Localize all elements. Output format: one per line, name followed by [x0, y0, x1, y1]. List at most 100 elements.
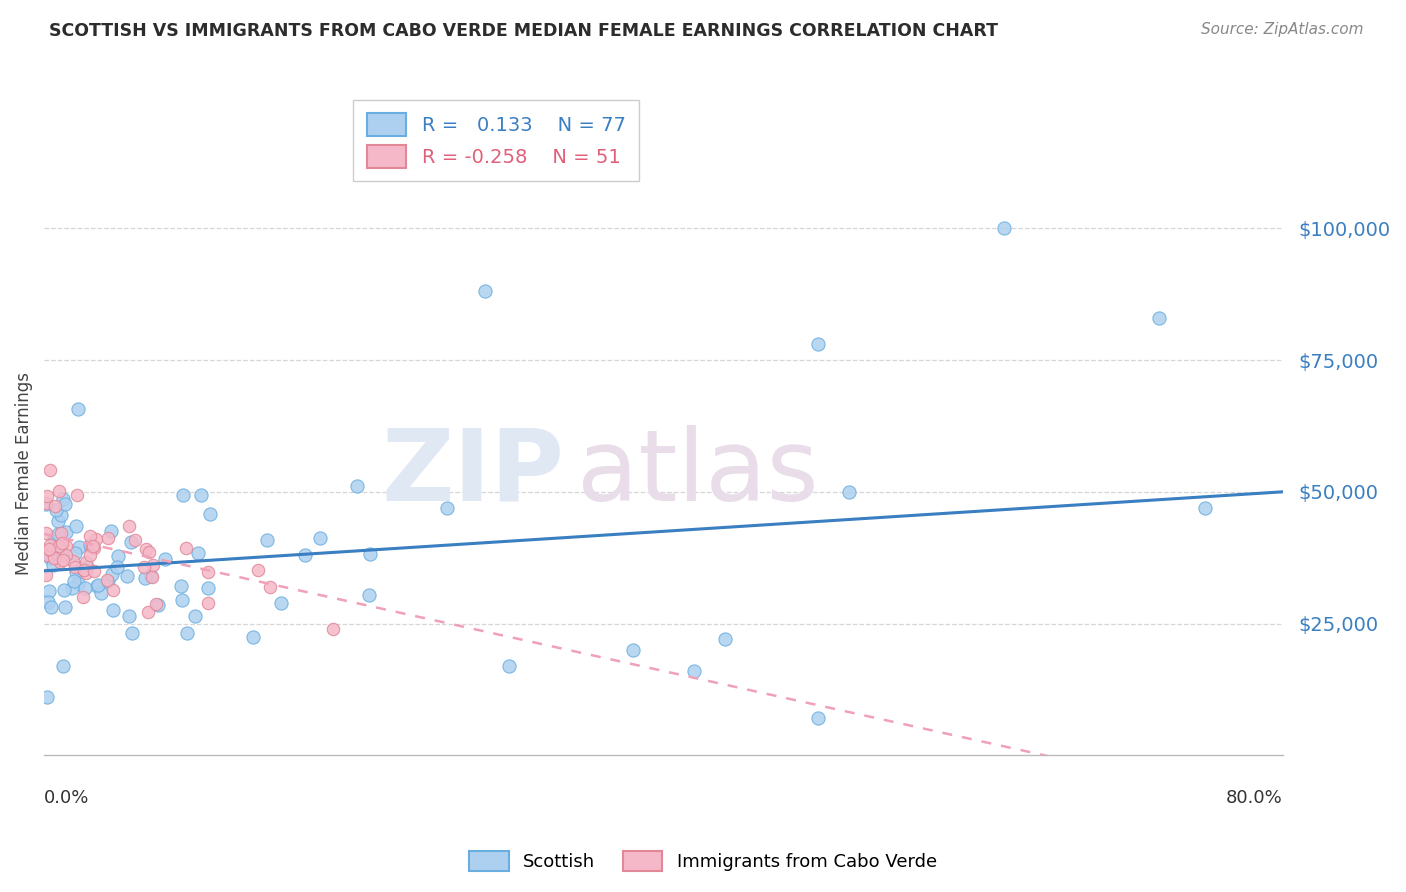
Point	[170, 578, 193, 592]
Point	[79, 538, 101, 552]
Y-axis label: Median Female Earnings: Median Female Earnings	[15, 372, 32, 574]
Point	[90, 585, 112, 599]
Point	[118, 609, 141, 624]
Point	[82, 540, 104, 554]
Point	[73, 563, 96, 577]
Text: 0.0%: 0.0%	[44, 789, 90, 807]
Point	[39, 538, 62, 552]
Point	[87, 578, 110, 592]
Point	[75, 581, 97, 595]
Point	[51, 536, 73, 550]
Point	[52, 491, 75, 506]
Point	[60, 581, 83, 595]
Point	[67, 540, 90, 554]
Point	[141, 569, 163, 583]
Point	[1147, 310, 1170, 325]
Point	[97, 531, 120, 545]
Point	[993, 221, 1015, 235]
Point	[52, 658, 75, 673]
Point	[346, 479, 368, 493]
Point	[46, 514, 69, 528]
Point	[197, 581, 219, 595]
Point	[807, 337, 830, 351]
Point	[52, 553, 75, 567]
Point	[52, 547, 75, 561]
Point	[65, 560, 87, 574]
Point	[38, 583, 60, 598]
Text: ZIP: ZIP	[381, 425, 564, 522]
Point	[197, 565, 219, 579]
Point	[76, 560, 98, 574]
Text: Source: ZipAtlas.com: Source: ZipAtlas.com	[1201, 22, 1364, 37]
Point	[121, 625, 143, 640]
Point	[69, 561, 91, 575]
Point	[1194, 500, 1216, 515]
Point	[35, 489, 58, 503]
Point	[35, 496, 58, 510]
Point	[105, 559, 128, 574]
Point	[63, 546, 86, 560]
Point	[83, 564, 105, 578]
Point	[42, 531, 65, 545]
Point	[75, 555, 97, 569]
Point	[145, 597, 167, 611]
Point	[135, 542, 157, 557]
Point	[34, 526, 56, 541]
Point	[183, 608, 205, 623]
Point	[807, 711, 830, 725]
Point	[142, 558, 165, 572]
Point	[79, 528, 101, 542]
Point	[49, 525, 72, 540]
Point	[65, 565, 87, 579]
Point	[65, 519, 87, 533]
Point	[294, 548, 316, 562]
Point	[55, 539, 77, 553]
Point	[34, 497, 56, 511]
Point	[53, 497, 76, 511]
Point	[146, 599, 169, 613]
Point	[170, 593, 193, 607]
Point	[155, 552, 177, 566]
Point	[322, 622, 344, 636]
Point	[309, 531, 332, 545]
Point	[75, 566, 97, 580]
Point	[51, 508, 73, 522]
Point	[62, 574, 84, 589]
Point	[132, 560, 155, 574]
Point	[103, 603, 125, 617]
Point	[55, 549, 77, 563]
Point	[270, 596, 292, 610]
Point	[198, 507, 221, 521]
Point	[138, 545, 160, 559]
Point	[53, 583, 76, 598]
Point	[37, 690, 59, 704]
Point	[621, 643, 644, 657]
Point	[100, 524, 122, 539]
Point	[498, 658, 520, 673]
Point	[838, 484, 860, 499]
Point	[39, 551, 62, 566]
Point	[48, 555, 70, 569]
Point	[714, 632, 737, 647]
Point	[39, 463, 62, 477]
Point	[101, 567, 124, 582]
Point	[44, 499, 66, 513]
Point	[136, 605, 159, 619]
Point	[66, 576, 89, 591]
Point	[359, 547, 381, 561]
Point	[172, 488, 194, 502]
Point	[118, 519, 141, 533]
Point	[259, 580, 281, 594]
Point	[124, 533, 146, 548]
Point	[62, 554, 84, 568]
Point	[55, 524, 77, 539]
Point	[97, 574, 120, 588]
Point	[107, 549, 129, 563]
Point	[436, 501, 458, 516]
Legend: R =   0.133    N = 77, R = -0.258    N = 51: R = 0.133 N = 77, R = -0.258 N = 51	[353, 100, 640, 181]
Point	[103, 582, 125, 597]
Text: SCOTTISH VS IMMIGRANTS FROM CABO VERDE MEDIAN FEMALE EARNINGS CORRELATION CHART: SCOTTISH VS IMMIGRANTS FROM CABO VERDE M…	[49, 22, 998, 40]
Point	[82, 539, 104, 553]
Point	[256, 533, 278, 548]
Point	[83, 541, 105, 555]
